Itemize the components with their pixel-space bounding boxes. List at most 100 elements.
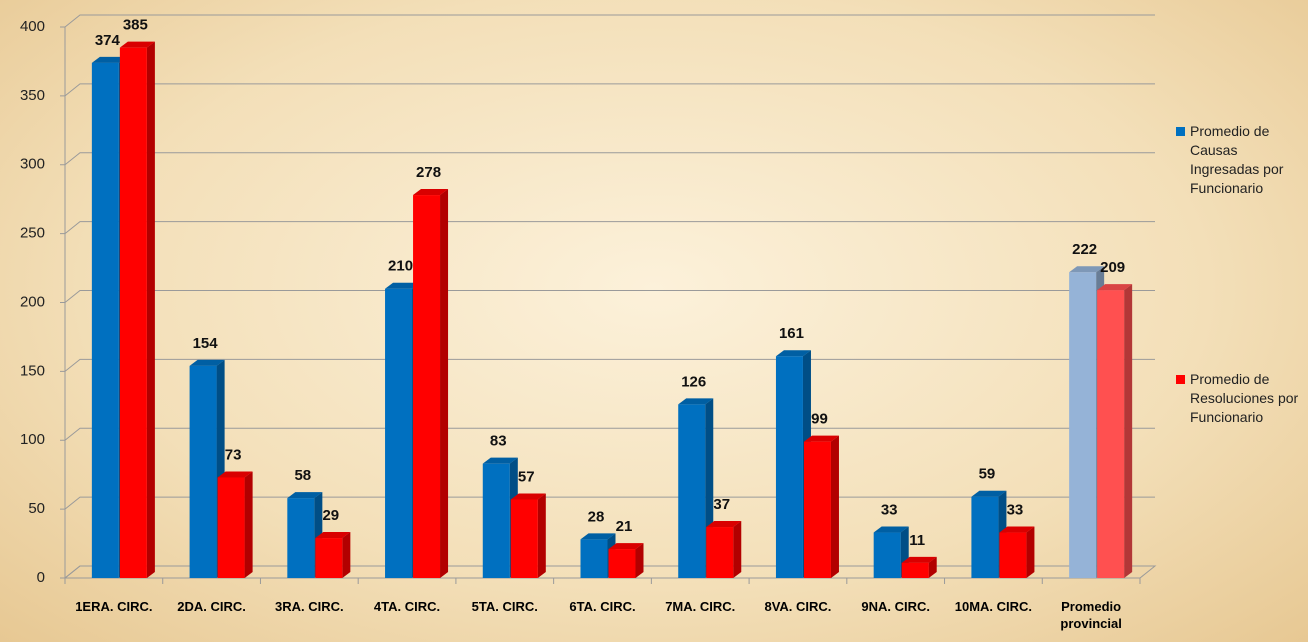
y-tick-label: 350: [20, 87, 45, 104]
bar-top: [608, 543, 644, 550]
bar-side: [244, 471, 253, 578]
bar-top: [385, 282, 421, 289]
legend-label: Promedio de Causas Ingresadas por Funcio…: [1190, 123, 1284, 196]
x-tick-label: 5TA. CIRC.: [471, 599, 538, 614]
bar-top: [189, 359, 225, 366]
bar-top: [901, 556, 937, 563]
bar-top-shade: [510, 493, 546, 500]
data-label: 11: [909, 532, 925, 549]
data-label: 210: [388, 258, 413, 275]
bar-top-shade: [873, 526, 909, 533]
bar-side-shade: [440, 189, 449, 578]
bar-top: [510, 493, 546, 500]
bar-side: [537, 493, 546, 578]
bar: [510, 499, 538, 578]
bar: [706, 527, 734, 578]
bar-top: [287, 492, 323, 499]
bar-top-shade: [803, 435, 839, 442]
y-tick-label: 400: [20, 18, 45, 35]
bar-top-shade: [482, 457, 518, 464]
bar-top-shade: [608, 543, 644, 550]
bar: [413, 195, 441, 578]
bar-top: [999, 526, 1035, 533]
bar-top-shade: [385, 282, 421, 289]
bar-top-shade: [287, 492, 323, 499]
bar: [1097, 290, 1125, 578]
bar: [482, 463, 510, 578]
bar-top: [873, 526, 909, 533]
bar: [999, 532, 1027, 578]
bar-top: [217, 471, 253, 478]
grid-line: [64, 14, 1155, 28]
data-label: 37: [713, 496, 730, 513]
data-label: 374: [95, 32, 121, 49]
bar-top-shade: [775, 350, 811, 357]
bar-side: [1124, 284, 1133, 578]
grid-line: [64, 290, 1155, 303]
bar: [1069, 272, 1097, 578]
bar-top: [775, 350, 811, 357]
data-label: 29: [322, 507, 339, 524]
data-label: 21: [616, 518, 633, 535]
legend-swatch: [1176, 127, 1185, 136]
y-tick-label: 100: [20, 431, 45, 448]
y-tick-label: 300: [20, 156, 45, 173]
data-label: 59: [979, 466, 996, 483]
bar-side-shade: [830, 435, 839, 578]
bar-side-shade: [733, 521, 742, 578]
bar: [189, 365, 217, 578]
x-tick-label: 9NA. CIRC.: [861, 599, 930, 614]
bar-top: [119, 41, 155, 48]
x-tick-label: 10MA. CIRC.: [954, 599, 1033, 614]
x-tick-label: 7MA. CIRC.: [665, 599, 736, 614]
data-label: 99: [811, 411, 828, 428]
bar: [315, 538, 343, 578]
x-tick-label: 8VA. CIRC.: [764, 599, 832, 614]
grid-line: [64, 221, 1155, 235]
bar-top-shade: [678, 398, 714, 405]
bar: [678, 404, 706, 578]
data-label: 278: [416, 164, 441, 181]
bar: [119, 47, 147, 579]
bar-top: [678, 398, 714, 405]
bar-side-shade: [928, 556, 937, 578]
bar-side: [146, 41, 155, 579]
bar-side: [733, 521, 742, 578]
bar-top: [1069, 266, 1105, 273]
bar: [580, 539, 608, 578]
bar: [287, 498, 315, 578]
data-label: 385: [123, 17, 148, 34]
bar-top-shade: [971, 490, 1007, 497]
data-label: 58: [294, 467, 311, 484]
bar-side: [1026, 526, 1035, 578]
data-label: 83: [490, 433, 507, 450]
data-label: 161: [779, 325, 804, 342]
data-label: 209: [1100, 259, 1125, 276]
bar-top-shade: [1097, 284, 1133, 291]
y-tick-label: 200: [20, 293, 45, 310]
grid-line: [64, 427, 1155, 441]
bar: [803, 441, 831, 578]
legend-swatch: [1176, 375, 1185, 384]
data-label: 28: [588, 508, 605, 525]
x-tick-label: 4TA. CIRC.: [373, 599, 441, 614]
grid-line: [64, 83, 1155, 97]
bar: [901, 562, 929, 578]
bar-top-shade: [901, 556, 937, 563]
bar-top-shade: [217, 471, 253, 478]
data-label: 33: [881, 502, 898, 519]
bar: [608, 549, 636, 578]
bar: [385, 288, 413, 578]
bar-top-shade: [999, 526, 1035, 533]
bar-top-shade: [706, 521, 742, 528]
bar-top: [803, 435, 839, 442]
x-tick-label: Promedio provincial: [1060, 599, 1122, 631]
bar: [971, 496, 999, 578]
bar-top: [971, 490, 1007, 497]
bar-top: [1097, 284, 1133, 291]
bar-side-shade: [146, 41, 155, 579]
bar-side: [440, 189, 449, 578]
bar-top: [413, 189, 449, 196]
